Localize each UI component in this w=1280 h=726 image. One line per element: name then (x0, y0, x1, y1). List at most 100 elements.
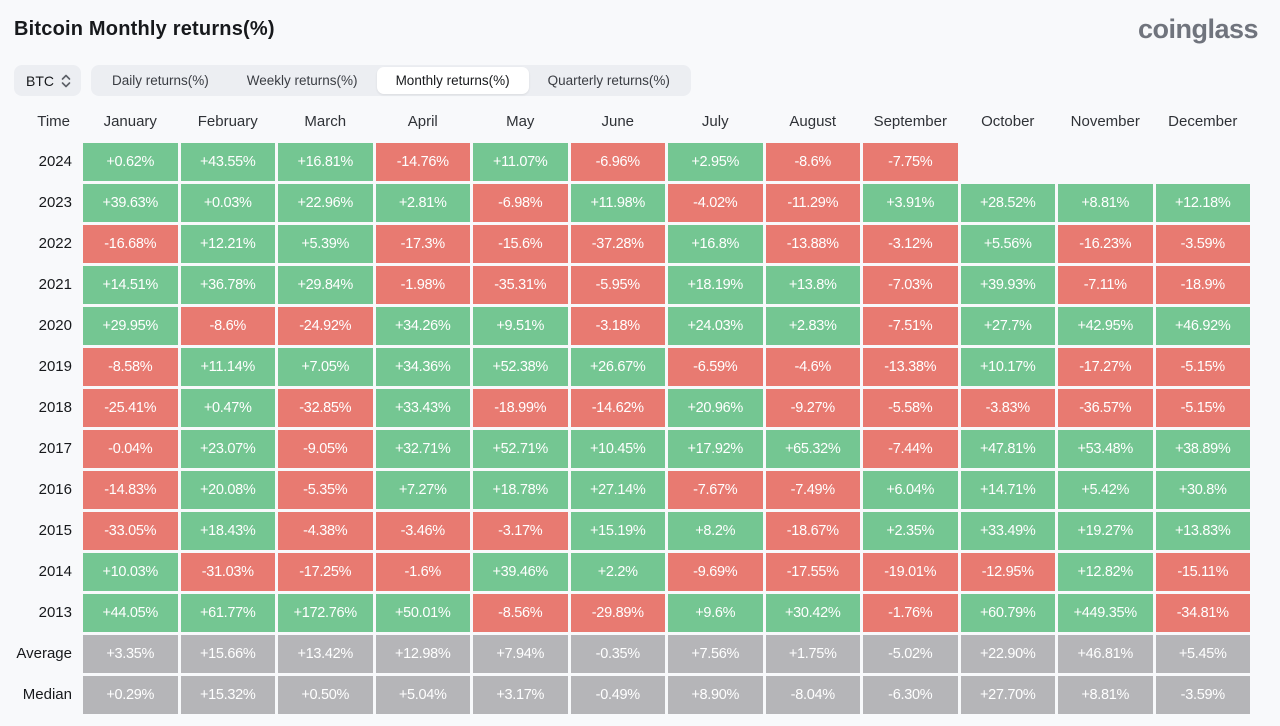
return-cell: +12.18% (1155, 184, 1250, 222)
return-cell: -14.83% (83, 471, 178, 509)
return-cell: +17.92% (668, 430, 763, 468)
return-cell: +13.83% (1155, 512, 1250, 550)
column-header-month: July (701, 113, 729, 130)
return-cell: -9.27% (765, 389, 860, 427)
column-header-month: April (407, 113, 438, 130)
return-cell: -16.23% (1058, 225, 1153, 263)
return-cell: +19.27% (1058, 512, 1153, 550)
return-cell: -8.56% (473, 594, 568, 632)
return-cell: -13.38% (863, 348, 958, 386)
return-cell: +30.42% (765, 594, 860, 632)
return-cell: +13.8% (765, 266, 860, 304)
return-cell: +39.93% (960, 266, 1055, 304)
column-header-month: February (197, 113, 258, 130)
symbol-selector[interactable]: BTC (14, 65, 81, 96)
return-cell: -8.04% (765, 676, 860, 714)
return-cell: -3.17% (473, 512, 568, 550)
return-cell: -32.85% (278, 389, 373, 427)
column-header-month: January (103, 113, 157, 130)
table-row: 2014 +10.03% -31.03% -17.25% -1.6% +39.46% +2.… (14, 553, 1250, 591)
tab-daily-returns[interactable]: Daily returns(%) (112, 73, 209, 88)
return-cell: +29.84% (278, 266, 373, 304)
table-row: 2022 -16.68% +12.21% +5.39% -17.3% -15.6% -37.… (14, 225, 1250, 263)
return-cell: +172.76% (278, 594, 373, 632)
return-cell: -19.01% (863, 553, 958, 591)
return-cell: -9.69% (668, 553, 763, 591)
row-label: 2013 (38, 604, 72, 621)
return-cell: +43.55% (180, 143, 275, 181)
return-cell: +42.95% (1058, 307, 1153, 345)
table-row: 2021 +14.51% +36.78% +29.84% -1.98% -35.31% -5… (14, 266, 1250, 304)
return-cell: -5.02% (863, 635, 958, 673)
return-cell: -17.27% (1058, 348, 1153, 386)
column-header-time: Time (37, 113, 70, 130)
return-cell: +24.03% (668, 307, 763, 345)
column-header-month: August (789, 113, 837, 130)
return-cell: +449.35% (1058, 594, 1153, 632)
column-header-month: March (304, 113, 347, 130)
row-label: 2018 (38, 399, 72, 416)
table-row: 2017 -0.04% +23.07% -9.05% +32.71% +52.71% +10… (14, 430, 1250, 468)
symbol-selector-label: BTC (26, 72, 54, 89)
return-cell: +0.50% (278, 676, 373, 714)
return-cell: -7.51% (863, 307, 958, 345)
return-cell: +60.79% (960, 594, 1055, 632)
return-cell: -5.15% (1155, 348, 1250, 386)
return-cell: -25.41% (83, 389, 178, 427)
return-cell: -29.89% (570, 594, 665, 632)
return-cell: +38.89% (1155, 430, 1250, 468)
return-cell: -4.38% (278, 512, 373, 550)
return-cell: -8.6% (180, 307, 275, 345)
column-header-month: May (506, 113, 535, 130)
return-cell: +6.04% (863, 471, 958, 509)
return-cell: +44.05% (83, 594, 178, 632)
return-cell: -7.44% (863, 430, 958, 468)
return-cell: -18.99% (473, 389, 568, 427)
return-cell: -13.88% (765, 225, 860, 263)
return-cell: -5.58% (863, 389, 958, 427)
return-cell: +11.07% (473, 143, 568, 181)
table-row: 2013 +44.05% +61.77% +172.76% +50.01% -8.56% -… (14, 594, 1250, 632)
return-cell: +8.90% (668, 676, 763, 714)
row-label: 2017 (38, 440, 72, 457)
return-cell: -37.28% (570, 225, 665, 263)
return-cell: +0.03% (180, 184, 275, 222)
return-cell: +7.94% (473, 635, 568, 673)
column-header-month: September (873, 113, 947, 130)
return-cell: -33.05% (83, 512, 178, 550)
return-cell: -7.11% (1058, 266, 1153, 304)
column-header-month: October (981, 113, 1035, 130)
return-cell: +30.8% (1155, 471, 1250, 509)
chevron-up-down-icon (61, 74, 71, 87)
return-cell: +12.82% (1058, 553, 1153, 591)
table-row: 2016 -14.83% +20.08% -5.35% +7.27% +18.78% +27… (14, 471, 1250, 509)
return-cell: -17.25% (278, 553, 373, 591)
return-cell: -1.98% (375, 266, 470, 304)
return-cell: -18.67% (765, 512, 860, 550)
return-cell: -11.29% (765, 184, 860, 222)
return-cell: +33.43% (375, 389, 470, 427)
tab-weekly-returns[interactable]: Weekly returns(%) (246, 73, 358, 88)
return-cell: +15.19% (570, 512, 665, 550)
tab-quarterly-returns[interactable]: Quarterly returns(%) (547, 73, 670, 88)
return-cell: +8.81% (1058, 184, 1153, 222)
return-cell: +52.71% (473, 430, 568, 468)
column-header-month: November (1070, 113, 1140, 130)
return-cell: +0.29% (83, 676, 178, 714)
return-cell: +3.91% (863, 184, 958, 222)
return-cell: +10.17% (960, 348, 1055, 386)
table-row: 2015 -33.05% +18.43% -4.38% -3.46% -3.17% +15.… (14, 512, 1250, 550)
return-cell: -34.81% (1155, 594, 1250, 632)
return-cell: +18.43% (180, 512, 275, 550)
table-row: 2020 +29.95% -8.6% -24.92% +34.26% +9.51% -3.1… (14, 307, 1250, 345)
return-cell: +27.14% (570, 471, 665, 509)
return-cell: +22.96% (278, 184, 373, 222)
toolbar: BTC Daily returns(%) Weekly returns(%) M… (14, 65, 1280, 96)
return-cell: +36.78% (180, 266, 275, 304)
return-cell: -6.98% (473, 184, 568, 222)
return-cell: +10.03% (83, 553, 178, 591)
row-label: Average (16, 645, 72, 662)
return-cell: +15.32% (180, 676, 275, 714)
return-cell: +1.75% (765, 635, 860, 673)
tab-monthly-returns[interactable]: Monthly returns(%) (376, 67, 529, 94)
